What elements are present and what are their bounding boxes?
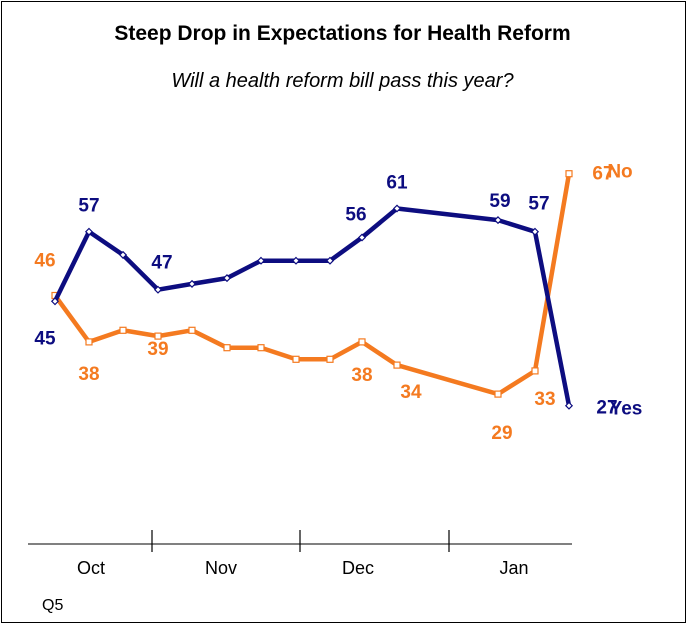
point-no-3 [119, 326, 127, 334]
data-label-no-11: 34 [400, 382, 422, 403]
point-no-11 [393, 361, 401, 369]
point-no-5 [188, 326, 196, 334]
chart-subtitle: Will a health reform bill pass this year… [171, 70, 514, 92]
point-no-6 [223, 344, 231, 352]
point-yes-1 [50, 297, 60, 306]
data-label-yes-1: 45 [34, 328, 56, 349]
data-label-no-2: 38 [78, 364, 99, 385]
data-label-yes-11: 61 [386, 173, 408, 194]
series-end-label-no: No [607, 162, 632, 183]
point-yes-3 [118, 250, 128, 259]
point-yes-2 [84, 227, 94, 236]
data-label-no-4: 39 [147, 339, 168, 360]
data-label-yes-10: 56 [345, 205, 366, 226]
point-no-4 [154, 332, 162, 340]
data-label-no-12: 29 [491, 423, 512, 444]
point-yes-11 [392, 204, 402, 213]
data-label-no-10: 38 [351, 365, 372, 386]
point-no-2 [85, 338, 93, 346]
point-yes-13 [530, 227, 540, 236]
point-no-9 [326, 355, 334, 363]
point-yes-6 [222, 274, 232, 283]
point-yes-10 [357, 233, 367, 242]
point-yes-12 [493, 216, 503, 225]
point-yes-8 [291, 256, 301, 265]
data-label-yes-4: 47 [151, 253, 172, 274]
series-line-yes [52, 206, 572, 408]
chart-title: Steep Drop in Expectations for Health Re… [114, 22, 571, 45]
point-no-14 [565, 170, 573, 178]
question-note: Q5 [42, 597, 64, 614]
data-label-yes-13: 57 [528, 194, 549, 215]
x-tick-label-oct: Oct [77, 558, 105, 578]
point-yes-5 [187, 279, 197, 288]
point-yes-4 [153, 285, 163, 294]
x-tick-label-dec: Dec [342, 558, 374, 578]
x-tick-label-nov: Nov [205, 558, 237, 578]
point-no-13 [531, 367, 539, 375]
point-yes-9 [325, 256, 335, 265]
data-label-yes-12: 59 [489, 191, 510, 212]
point-no-7 [257, 344, 265, 352]
point-no-10 [358, 338, 366, 346]
data-label-no-13: 33 [534, 389, 555, 410]
data-label-no-14: 67 [592, 164, 613, 185]
data-label-yes-14: 27 [596, 398, 617, 419]
data-label-no-1: 46 [34, 251, 55, 272]
series-line-no [52, 171, 572, 397]
data-label-yes-2: 57 [78, 196, 99, 217]
series-end-label-yes: Yes [610, 399, 643, 420]
x-tick-label-jan: Jan [499, 558, 528, 578]
point-yes-14 [564, 401, 574, 410]
point-no-12 [494, 390, 502, 398]
point-no-8 [292, 355, 300, 363]
point-yes-7 [256, 256, 266, 265]
